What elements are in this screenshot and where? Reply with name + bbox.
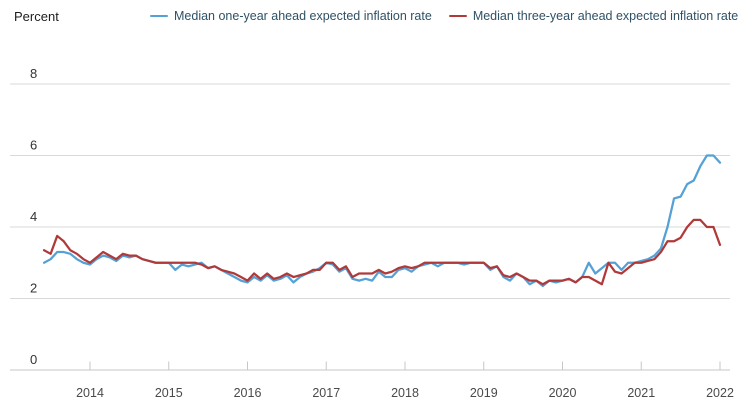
one-year-line-swatch-icon bbox=[150, 14, 168, 18]
chart-legend: Median one-year ahead expected inflation… bbox=[150, 9, 739, 23]
x-tick-label: 2019 bbox=[470, 386, 498, 400]
x-tick-label: 2018 bbox=[391, 386, 419, 400]
x-tick-label: 2015 bbox=[155, 386, 183, 400]
x-tick-label: 2022 bbox=[706, 386, 734, 400]
x-tick-label: 2021 bbox=[627, 386, 655, 400]
legend-item-one-year: Median one-year ahead expected inflation… bbox=[150, 9, 432, 23]
y-tick-label: 6 bbox=[30, 138, 37, 153]
legend-item-three-year: Median three-year ahead expected inflati… bbox=[448, 9, 739, 23]
x-tick-label: 2017 bbox=[312, 386, 340, 400]
x-tick-label: 2020 bbox=[549, 386, 577, 400]
y-tick-label: 2 bbox=[30, 281, 37, 296]
x-tick-label: 2016 bbox=[234, 386, 262, 400]
legend-label-one-year: Median one-year ahead expected inflation… bbox=[174, 9, 432, 23]
y-tick-label: 8 bbox=[30, 66, 37, 81]
y-tick-label: 4 bbox=[30, 209, 37, 224]
three-year-line-swatch-icon bbox=[448, 14, 467, 18]
x-tick-label: 2014 bbox=[76, 386, 104, 400]
y-axis-unit-label: Percent bbox=[14, 9, 59, 24]
y-tick-label: 0 bbox=[30, 352, 37, 367]
one-year-line bbox=[42, 154, 722, 288]
three-year-line bbox=[42, 218, 722, 286]
legend-label-three-year: Median three-year ahead expected inflati… bbox=[472, 9, 739, 23]
chart-header: Percent Median one-year ahead expected i… bbox=[0, 0, 740, 30]
